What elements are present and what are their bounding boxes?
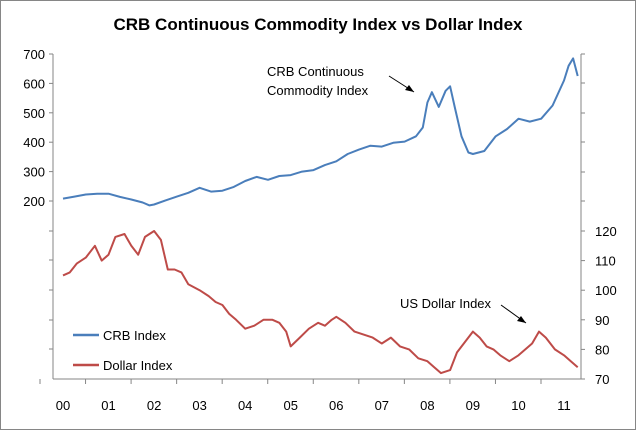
x-tick-label: 10 [511, 398, 525, 413]
legend-label-dollar: Dollar Index [103, 358, 173, 373]
x-tick-label: 06 [329, 398, 343, 413]
left-tick-label: 600 [23, 76, 45, 91]
series-layer [62, 57, 579, 375]
x-tick-label: 04 [238, 398, 252, 413]
legend-label-crb: CRB Index [103, 328, 166, 343]
x-tick-label: 11 [557, 398, 571, 413]
series-crb-line [62, 57, 579, 207]
annotation-crb: CRB Continuous Commodity Index [267, 64, 415, 98]
left-tick-label: 700 [23, 47, 45, 62]
left-tick-label: 200 [23, 194, 45, 209]
annotation-usd: US Dollar Index [400, 296, 527, 324]
annotation-usd-arrowhead [517, 316, 526, 323]
right-tick-label: 120 [595, 224, 617, 239]
annotation-crb-arrowhead [405, 85, 414, 92]
right-tick-label: 70 [595, 372, 609, 387]
axes [52, 54, 582, 380]
left-tick-label: 400 [23, 135, 45, 150]
x-tick-label: 07 [375, 398, 389, 413]
right-tick-label: 90 [595, 313, 609, 328]
left-axis-ticks: 200 300 400 500 600 700 [23, 47, 53, 350]
x-tick-label: 03 [192, 398, 206, 413]
right-tick-label: 80 [595, 342, 609, 357]
left-tick-label: 300 [23, 165, 45, 180]
chart-title: CRB Continuous Commodity Index vs Dollar… [114, 15, 524, 34]
x-tick-label: 05 [283, 398, 297, 413]
x-tick-label: 00 [56, 398, 70, 413]
legend: CRB Index Dollar Index [73, 328, 173, 373]
x-axis-ticks: 00 01 02 03 04 05 06 07 08 09 10 11 [39, 379, 571, 413]
x-tick-label: 09 [466, 398, 480, 413]
right-tick-label: 110 [595, 254, 616, 269]
annotation-crb-line-2: Commodity Index [267, 83, 369, 98]
x-tick-label: 01 [101, 398, 115, 413]
right-tick-label: 100 [595, 283, 617, 298]
series-dollar-line [62, 230, 579, 375]
annotation-usd-label: US Dollar Index [400, 296, 492, 311]
left-tick-label: 500 [23, 106, 45, 121]
right-axis-ticks: 70 80 90 100 110 120 [581, 53, 617, 387]
x-tick-label: 08 [420, 398, 434, 413]
annotation-crb-line-1: CRB Continuous [267, 64, 364, 79]
x-tick-label: 02 [147, 398, 161, 413]
